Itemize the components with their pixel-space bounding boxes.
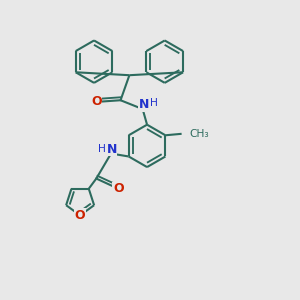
Text: H: H (150, 98, 158, 108)
Text: O: O (75, 209, 86, 222)
Text: H: H (98, 144, 106, 154)
Text: O: O (113, 182, 124, 195)
Text: O: O (91, 95, 102, 108)
Text: N: N (106, 142, 117, 156)
Text: N: N (139, 98, 149, 111)
Text: CH₃: CH₃ (190, 129, 209, 139)
